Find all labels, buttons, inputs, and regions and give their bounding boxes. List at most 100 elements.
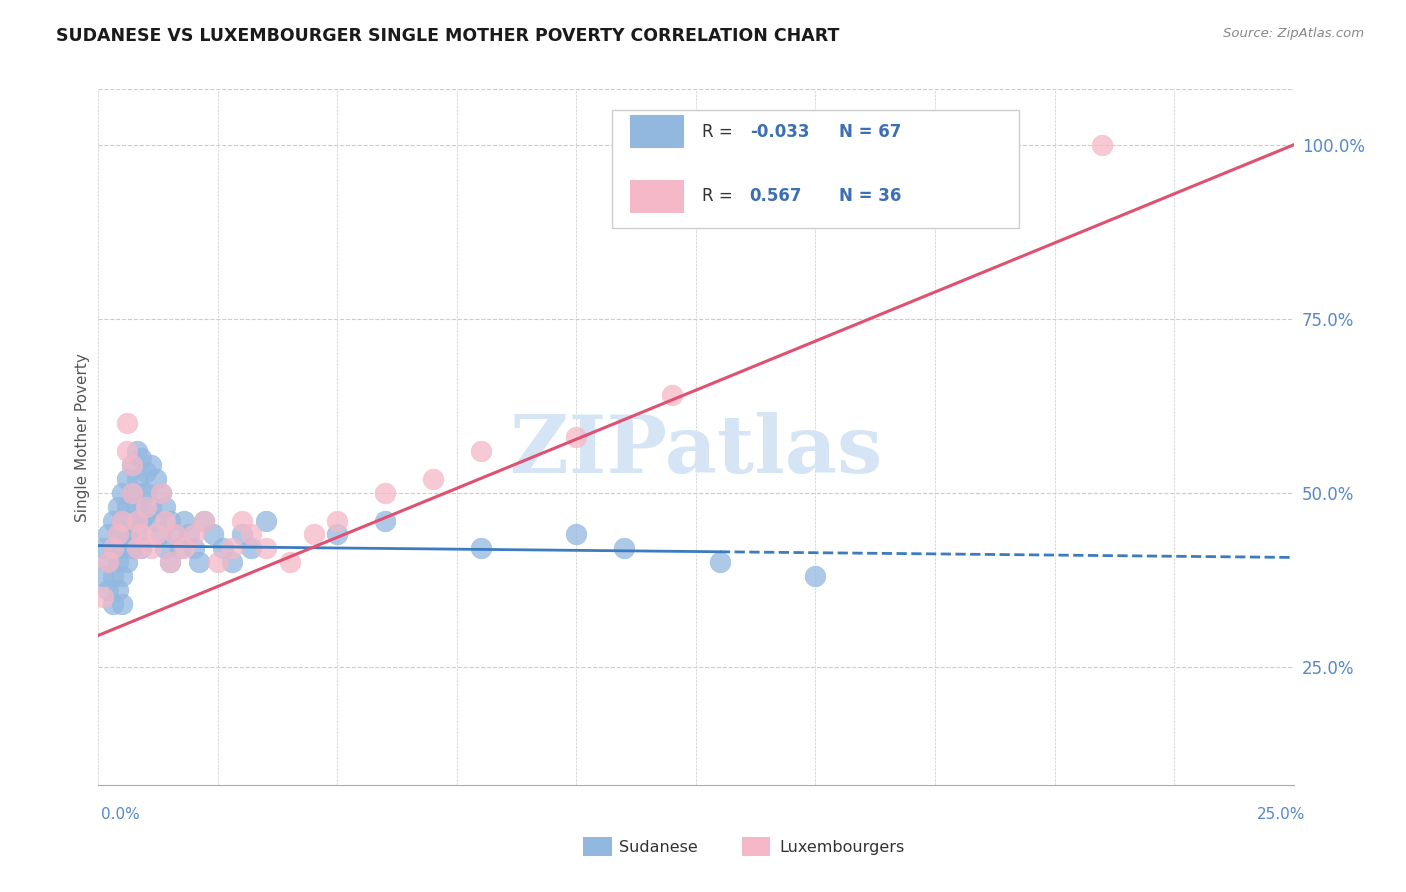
Point: [121, 541, 143, 556]
Y-axis label: Single Mother Poverty: Single Mother Poverty: [75, 352, 90, 522]
Point: [111, 514, 134, 528]
FancyBboxPatch shape: [612, 110, 1018, 228]
Point: [91, 569, 114, 583]
Point: [470, 444, 492, 458]
Point: [278, 555, 301, 569]
Point: [91, 590, 114, 604]
Point: [159, 555, 181, 569]
Point: [101, 541, 124, 556]
Point: [135, 500, 157, 514]
Point: [302, 527, 325, 541]
Point: [565, 527, 588, 541]
Point: [101, 597, 124, 611]
Point: [661, 388, 683, 402]
Point: [193, 514, 215, 528]
Point: [169, 541, 191, 556]
Point: [155, 500, 177, 514]
Point: [125, 527, 148, 541]
Point: [121, 485, 143, 500]
Point: [107, 527, 129, 541]
Point: [231, 527, 253, 541]
Point: [107, 527, 129, 541]
Point: [97, 555, 120, 569]
Point: [131, 485, 153, 500]
Point: [131, 541, 153, 556]
Text: Sudanese: Sudanese: [619, 840, 697, 855]
Point: [91, 541, 114, 556]
Point: [135, 465, 157, 479]
Point: [613, 541, 636, 556]
Text: 0.567: 0.567: [749, 187, 803, 205]
Point: [131, 527, 153, 541]
Point: [159, 555, 181, 569]
Point: [115, 527, 138, 541]
Point: [107, 500, 129, 514]
Point: [135, 485, 157, 500]
Text: N = 36: N = 36: [839, 187, 901, 205]
Point: [221, 555, 243, 569]
Point: [111, 485, 134, 500]
Point: [202, 527, 225, 541]
Point: [149, 485, 172, 500]
Point: [187, 555, 209, 569]
Point: [374, 485, 396, 500]
Point: [121, 485, 143, 500]
Point: [422, 472, 444, 486]
Point: [155, 541, 177, 556]
Point: [145, 472, 167, 486]
Point: [139, 500, 162, 514]
Text: Luxembourgers: Luxembourgers: [779, 840, 904, 855]
Point: [111, 569, 134, 583]
Point: [173, 514, 195, 528]
Point: [240, 527, 263, 541]
Point: [173, 541, 195, 556]
Point: [231, 514, 253, 528]
FancyBboxPatch shape: [630, 115, 685, 148]
Point: [193, 514, 215, 528]
Point: [101, 514, 124, 528]
Point: [709, 555, 731, 569]
Point: [565, 430, 588, 444]
Point: [97, 527, 120, 541]
Point: [221, 541, 243, 556]
Text: ZIPatlas: ZIPatlas: [510, 412, 882, 490]
Point: [159, 514, 181, 528]
Point: [115, 472, 138, 486]
Point: [183, 541, 205, 556]
Point: [131, 450, 153, 465]
Point: [97, 583, 120, 598]
Point: [135, 507, 157, 521]
Point: [125, 472, 148, 486]
Text: 25.0%: 25.0%: [1257, 807, 1305, 822]
Point: [101, 541, 124, 556]
Point: [139, 541, 162, 556]
Text: 0.0%: 0.0%: [101, 807, 141, 822]
Point: [111, 514, 134, 528]
Point: [107, 555, 129, 569]
Point: [111, 541, 134, 556]
Text: -0.033: -0.033: [749, 122, 810, 141]
Point: [121, 458, 143, 472]
Point: [115, 500, 138, 514]
Point: [107, 583, 129, 598]
FancyBboxPatch shape: [630, 179, 685, 213]
Point: [125, 541, 148, 556]
Point: [326, 527, 349, 541]
Point: [804, 569, 827, 583]
Point: [139, 458, 162, 472]
Point: [207, 555, 229, 569]
Point: [121, 458, 143, 472]
Point: [254, 541, 277, 556]
Point: [179, 527, 201, 541]
Point: [163, 527, 186, 541]
Text: R =: R =: [702, 187, 738, 205]
Point: [121, 514, 143, 528]
Text: SUDANESE VS LUXEMBOURGER SINGLE MOTHER POVERTY CORRELATION CHART: SUDANESE VS LUXEMBOURGER SINGLE MOTHER P…: [56, 27, 839, 45]
Point: [115, 444, 138, 458]
Point: [149, 527, 172, 541]
Point: [145, 514, 167, 528]
Point: [254, 514, 277, 528]
Point: [326, 514, 349, 528]
Point: [374, 514, 396, 528]
Text: Source: ZipAtlas.com: Source: ZipAtlas.com: [1223, 27, 1364, 40]
